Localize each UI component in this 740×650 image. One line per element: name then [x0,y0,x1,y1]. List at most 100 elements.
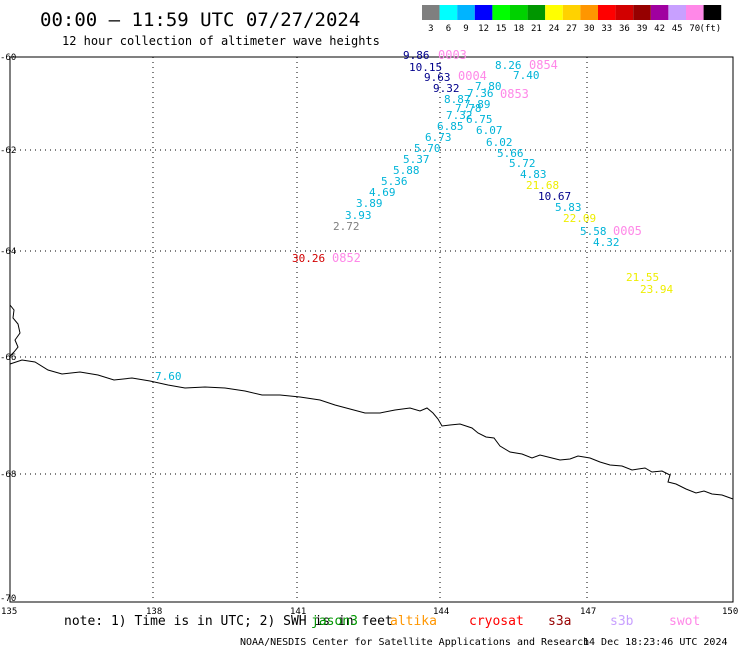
antarctic-coastline [9,304,734,500]
wave-height-label: 8.26 [495,59,522,72]
pass-time-label: 0004 [458,69,487,83]
lon-label: 141 [290,607,306,617]
lon-label: 138 [146,607,162,617]
wave-height-label: 10.15 [409,61,442,74]
legend-swatch [686,5,704,20]
wave-height-label: 7.40 [513,69,540,82]
lon-label: 144 [433,607,449,617]
map-title: 00:00 – 11:59 UTC 07/27/2024 [40,9,360,31]
legend-swatch [474,5,493,20]
wave-height-label: 9.86 [403,49,430,62]
lon-label: 147 [580,607,596,617]
color-scale-legend: 3 6 9 12 15 18 21 24 27 30 33 36 39 42 45 70 (ft) [422,5,721,34]
wave-height-label: 5.70 [414,142,441,155]
wave-height-label: 7.89 [464,98,491,111]
wave-height-label: 6.85 [437,120,464,133]
legend-tick-label: 12 [478,24,489,34]
satellite-s3b-label: s3b [610,614,634,629]
satellite-s3a-label: s3a [548,614,571,629]
satellite-altika-label: altika [390,614,437,629]
wave-height-label: 3.89 [356,197,383,210]
wave-height-label: 5.36 [381,175,408,188]
satellite-jason3-label: jason3 [311,614,358,629]
wave-height-label: 2.72 [333,220,360,233]
legend-tick-label: 21 [531,24,542,34]
satellite-swot-label: swot [669,614,700,629]
legend-swatch [703,5,722,20]
credit-text: NOAA/NESDIS Center for Satellite Applica… [240,637,589,648]
wave-height-label: 7.60 [155,370,182,383]
legend-swatch [422,5,440,20]
legend-swatch [457,5,475,20]
satellite-legend: jason3 altika cryosat s3a s3b swot [311,614,700,629]
legend-swatch [633,5,651,20]
wave-height-label: 9.63 [424,71,451,84]
lat-label: -60 [0,53,16,63]
wave-height-label: 6.73 [425,131,452,144]
wave-height-label: 6.02 [486,136,513,149]
legend-tick-label: 36 [619,24,630,34]
wave-height-label: 30.26 [292,252,325,265]
lat-label: -64 [0,247,16,257]
lat-label: -66 [0,353,16,363]
legend-swatch [492,5,510,20]
wave-height-label: 5.72 [509,157,536,170]
legend-tick-label: 70 [689,24,700,34]
generated-timestamp: 14 Dec 18:23:46 UTC 2024 [583,637,728,648]
wave-height-label: 5.37 [403,153,430,166]
legend-swatch [527,5,546,20]
legend-tick-label: 9 [463,24,468,34]
legend-swatch [510,5,528,20]
wave-height-label: 5.66 [497,147,524,160]
wave-height-label: 21.55 [626,271,659,284]
legend-tick-label: 39 [637,24,648,34]
lat-label: -68 [0,470,16,480]
lat-label: -62 [0,146,16,156]
lon-label: 135 [1,607,17,617]
wave-height-label: 7.32 [446,109,473,122]
pass-time-label: 0003 [438,48,467,62]
wave-height-label: 5.83 [555,201,582,214]
wave-height-label: 7.80 [475,80,502,93]
satellite-cryosat-label: cryosat [469,614,524,629]
wave-height-label: 4.69 [369,186,396,199]
wave-height-label: 5.58 [580,225,607,238]
legend-tick-label: 18 [513,24,524,34]
legend-swatch [439,5,458,20]
legend-tick-label: 30 [584,24,595,34]
legend-tick-label: 3 [428,24,433,34]
legend-tick-label: 15 [496,24,507,34]
wave-height-label: 6.75 [466,113,493,126]
wave-height-label: 5.88 [393,164,420,177]
legend-swatch [562,5,581,20]
wave-height-label: 4.83 [520,168,547,181]
map-frame [9,56,734,603]
legend-tick-label: 24 [549,24,560,34]
wave-height-label: 6.07 [476,124,503,137]
wave-height-label: 23.94 [640,283,673,296]
legend-swatch [598,5,616,20]
legend-tick-label: 33 [601,24,612,34]
wave-height-label: 22.09 [563,212,596,225]
pass-time-label: 0854 [529,58,558,72]
pass-time-label: 0852 [332,251,361,265]
legend-tick-label: 45 [672,24,683,34]
wave-height-label: 8.87 [444,93,471,106]
legend-swatch [580,5,598,20]
pass-time-label: 0005 [613,224,642,238]
legend-tick-label: 27 [566,24,577,34]
legend-swatch [650,5,669,20]
wave-height-label: 10.67 [538,190,571,203]
wave-height-label: 7.78 [455,102,482,115]
wave-height-label: 21.68 [526,179,559,192]
wave-height-label: 3.93 [345,209,372,222]
wave-height-label: 4.32 [593,236,620,249]
graticule [10,57,733,602]
map-subtitle: 12 hour collection of altimeter wave hei… [62,34,380,48]
legend-swatch [668,5,686,20]
legend-swatch [545,5,563,20]
legend-tick-label: (ft) [700,24,722,34]
footer-note: note: 1) Time is in UTC; 2) SWH is in fe… [64,614,393,629]
